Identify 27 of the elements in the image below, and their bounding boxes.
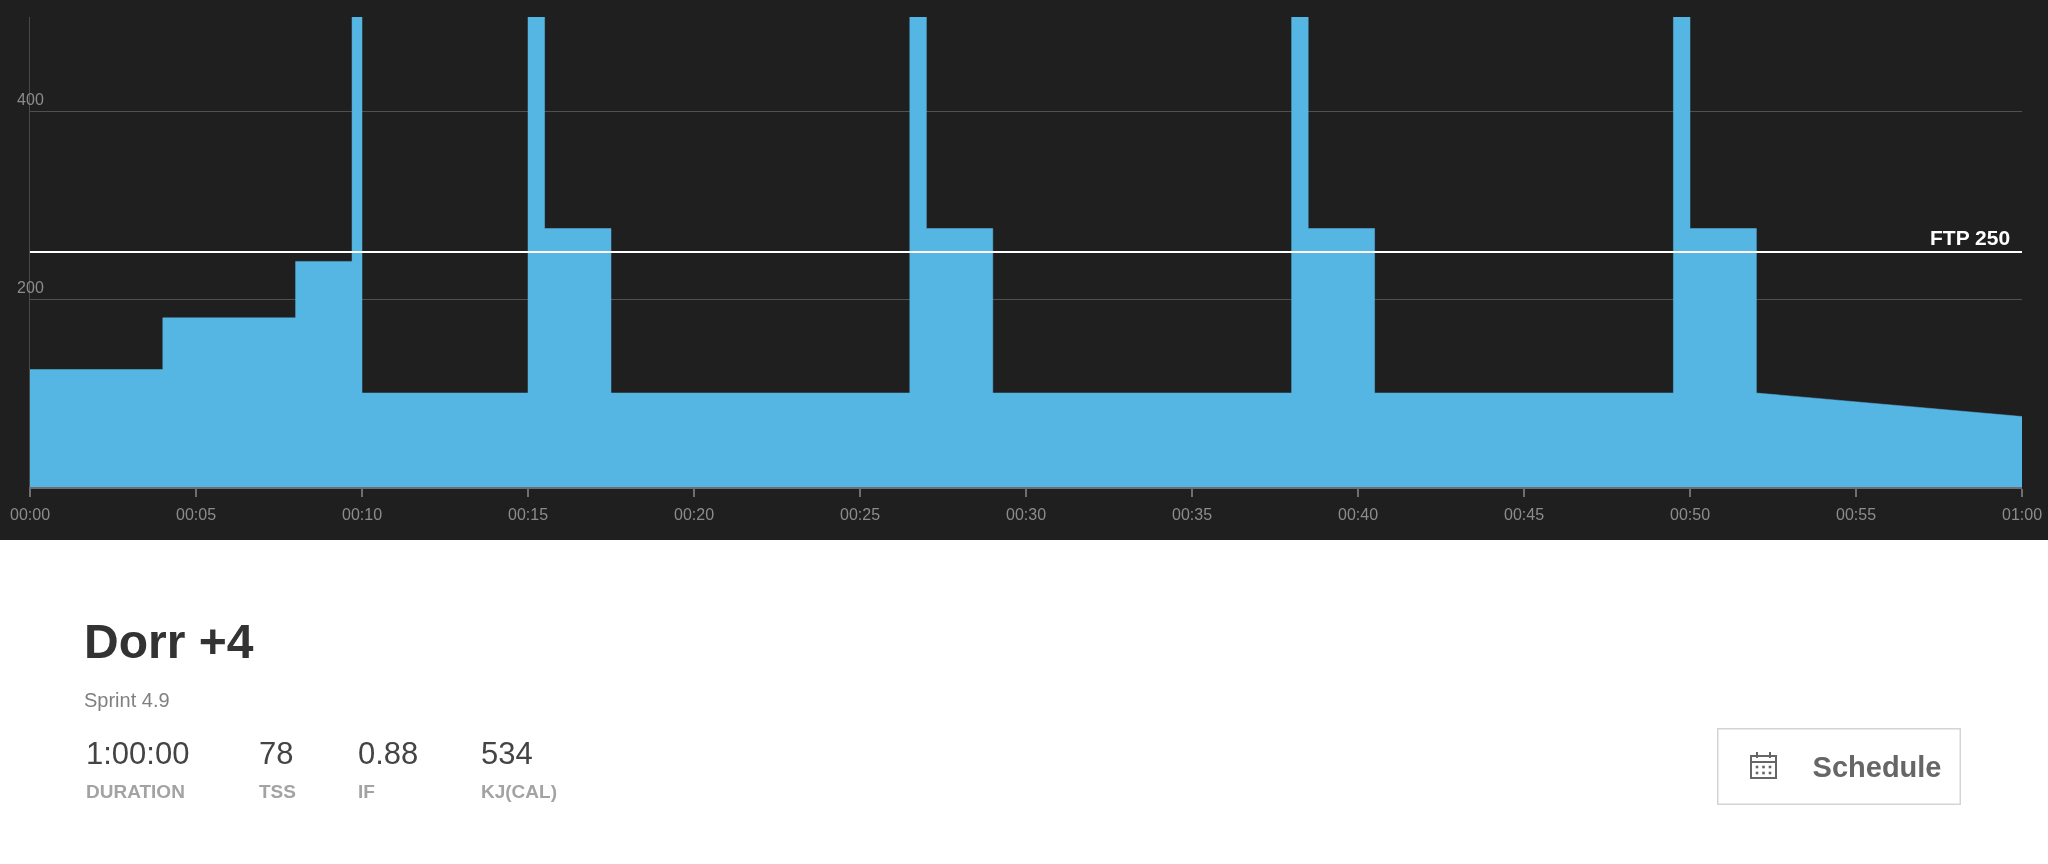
x-tick-label: 00:20 <box>673 505 715 523</box>
x-tick-label: 00:05 <box>175 505 217 523</box>
x-tick-label: 01:00 <box>2001 505 2043 523</box>
x-tick-label: 00:55 <box>1835 505 1877 523</box>
x-tick-label: 00:30 <box>1005 505 1047 523</box>
text: 1:00:00 <box>86 736 190 771</box>
ref-line-label: FTP 250 <box>1930 226 2011 249</box>
y-tick-label: 200 <box>17 279 44 297</box>
x-tick-label: 00:35 <box>1171 505 1213 523</box>
text: 534 <box>481 736 533 771</box>
y-tick-label: 400 <box>17 91 44 109</box>
x-tick-label: 00:10 <box>341 505 383 523</box>
x-tick-label: 00:15 <box>507 505 549 523</box>
text: Sprint 4.9 <box>84 688 170 711</box>
text: DURATION <box>86 781 185 802</box>
x-tick-label: 00:00 <box>9 505 51 523</box>
x-tick-label: 00:25 <box>839 505 881 523</box>
x-tick-label: 00:40 <box>1337 505 1379 523</box>
text: Dorr +4 <box>84 614 254 668</box>
text: 0.88 <box>358 736 419 771</box>
text: IF <box>358 781 375 802</box>
text: TSS <box>259 781 296 802</box>
x-tick-label: 00:50 <box>1669 505 1711 523</box>
x-tick-label: 00:45 <box>1503 505 1545 523</box>
text: KJ(CAL) <box>481 781 557 802</box>
text: Schedule <box>1812 750 1942 783</box>
text: 78 <box>259 736 294 771</box>
